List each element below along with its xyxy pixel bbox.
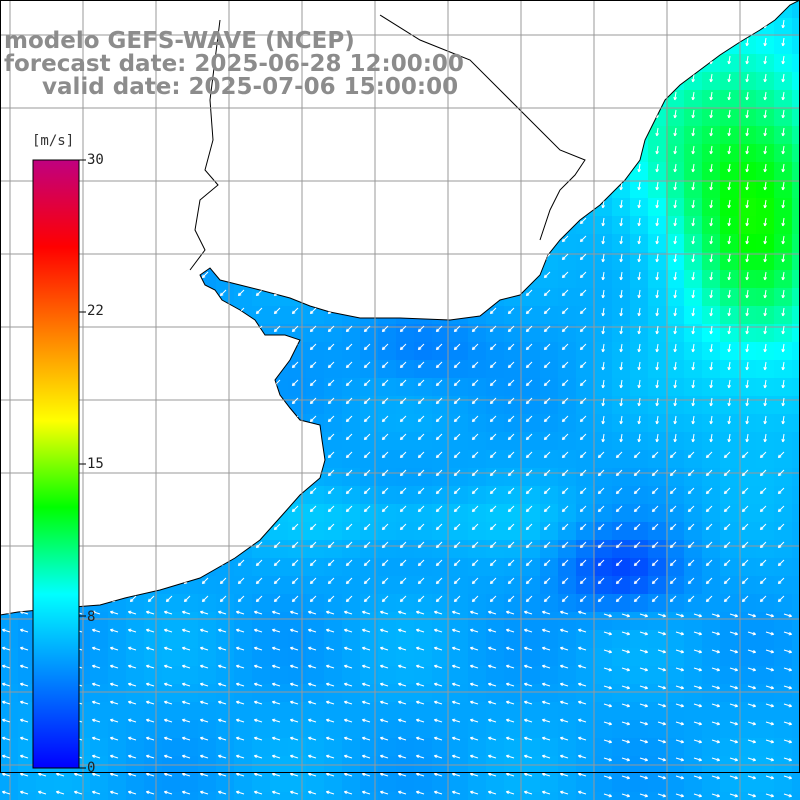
colorbar-tick-0: 0 [87,760,96,776]
colorbar-tick-8: 8 [87,609,96,625]
border-line [379,14,586,241]
colorbar-tick-22: 22 [87,303,104,319]
river-line [189,19,221,271]
valid-date: valid date: 2025-07-06 15:00:00 [42,74,459,100]
colorbar [32,159,80,769]
colorbar-unit: [m/s] [32,133,75,149]
forecast-date: forecast date: 2025-06-28 12:00:00 [4,51,464,77]
colorbar-tick-30: 30 [87,152,104,168]
land-mass [0,0,800,616]
model-title: modelo GEFS-WAVE (NCEP) [4,28,355,54]
colorbar-tick-15: 15 [87,456,104,472]
